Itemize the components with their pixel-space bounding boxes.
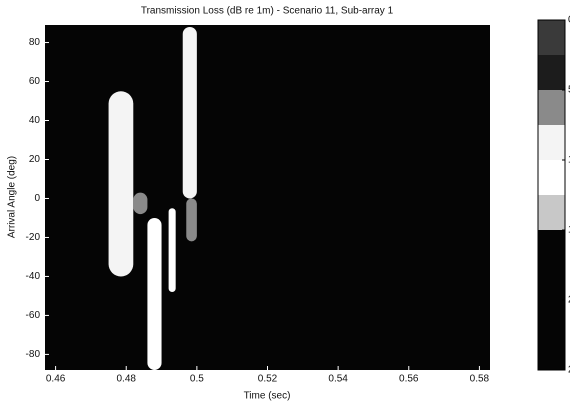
heatmap-patch — [182, 26, 197, 199]
colorbar — [537, 19, 566, 371]
x-tick-label: 0.5 — [190, 374, 204, 385]
colorbar-tick-label: 5 — [568, 85, 570, 96]
x-tick-label: 0.56 — [399, 374, 419, 385]
colorbar-tick-label: 0 — [568, 15, 570, 26]
y-tick-label: -80 — [26, 349, 41, 360]
x-tick-label: 0.46 — [46, 374, 66, 385]
heatmap-patch — [168, 208, 176, 293]
y-tick-label: 20 — [29, 154, 41, 165]
colorbar-tick-label: 25 — [568, 365, 570, 376]
y-tick-label: -20 — [26, 232, 41, 243]
y-tick-label: 40 — [29, 115, 41, 126]
colorbar-tick-label: 20 — [568, 295, 570, 306]
y-tick-label: -40 — [26, 271, 41, 282]
heatmap-patch — [147, 217, 162, 370]
y-tick-label: 80 — [29, 37, 41, 48]
y-axis-label: Arrival Angle (deg) — [7, 156, 18, 238]
x-tick-label: 0.54 — [328, 374, 348, 385]
y-tick-label: -60 — [26, 310, 41, 321]
x-tick-label: 0.58 — [470, 374, 490, 385]
colorbar-tick-label: 10 — [568, 155, 570, 166]
chart-title: Transmission Loss (dB re 1m) - Scenario … — [141, 6, 394, 17]
y-tick-label: 60 — [29, 76, 41, 87]
colorbar-tick-label: 15 — [568, 225, 570, 236]
y-tick-label: 0 — [34, 193, 40, 204]
x-tick-label: 0.52 — [258, 374, 278, 385]
heatmap-patch — [186, 198, 197, 242]
x-axis-label: Time (sec) — [244, 391, 291, 402]
heatmap-patch — [133, 192, 148, 215]
x-tick-label: 0.48 — [116, 374, 136, 385]
heatmap-patch — [108, 91, 134, 277]
